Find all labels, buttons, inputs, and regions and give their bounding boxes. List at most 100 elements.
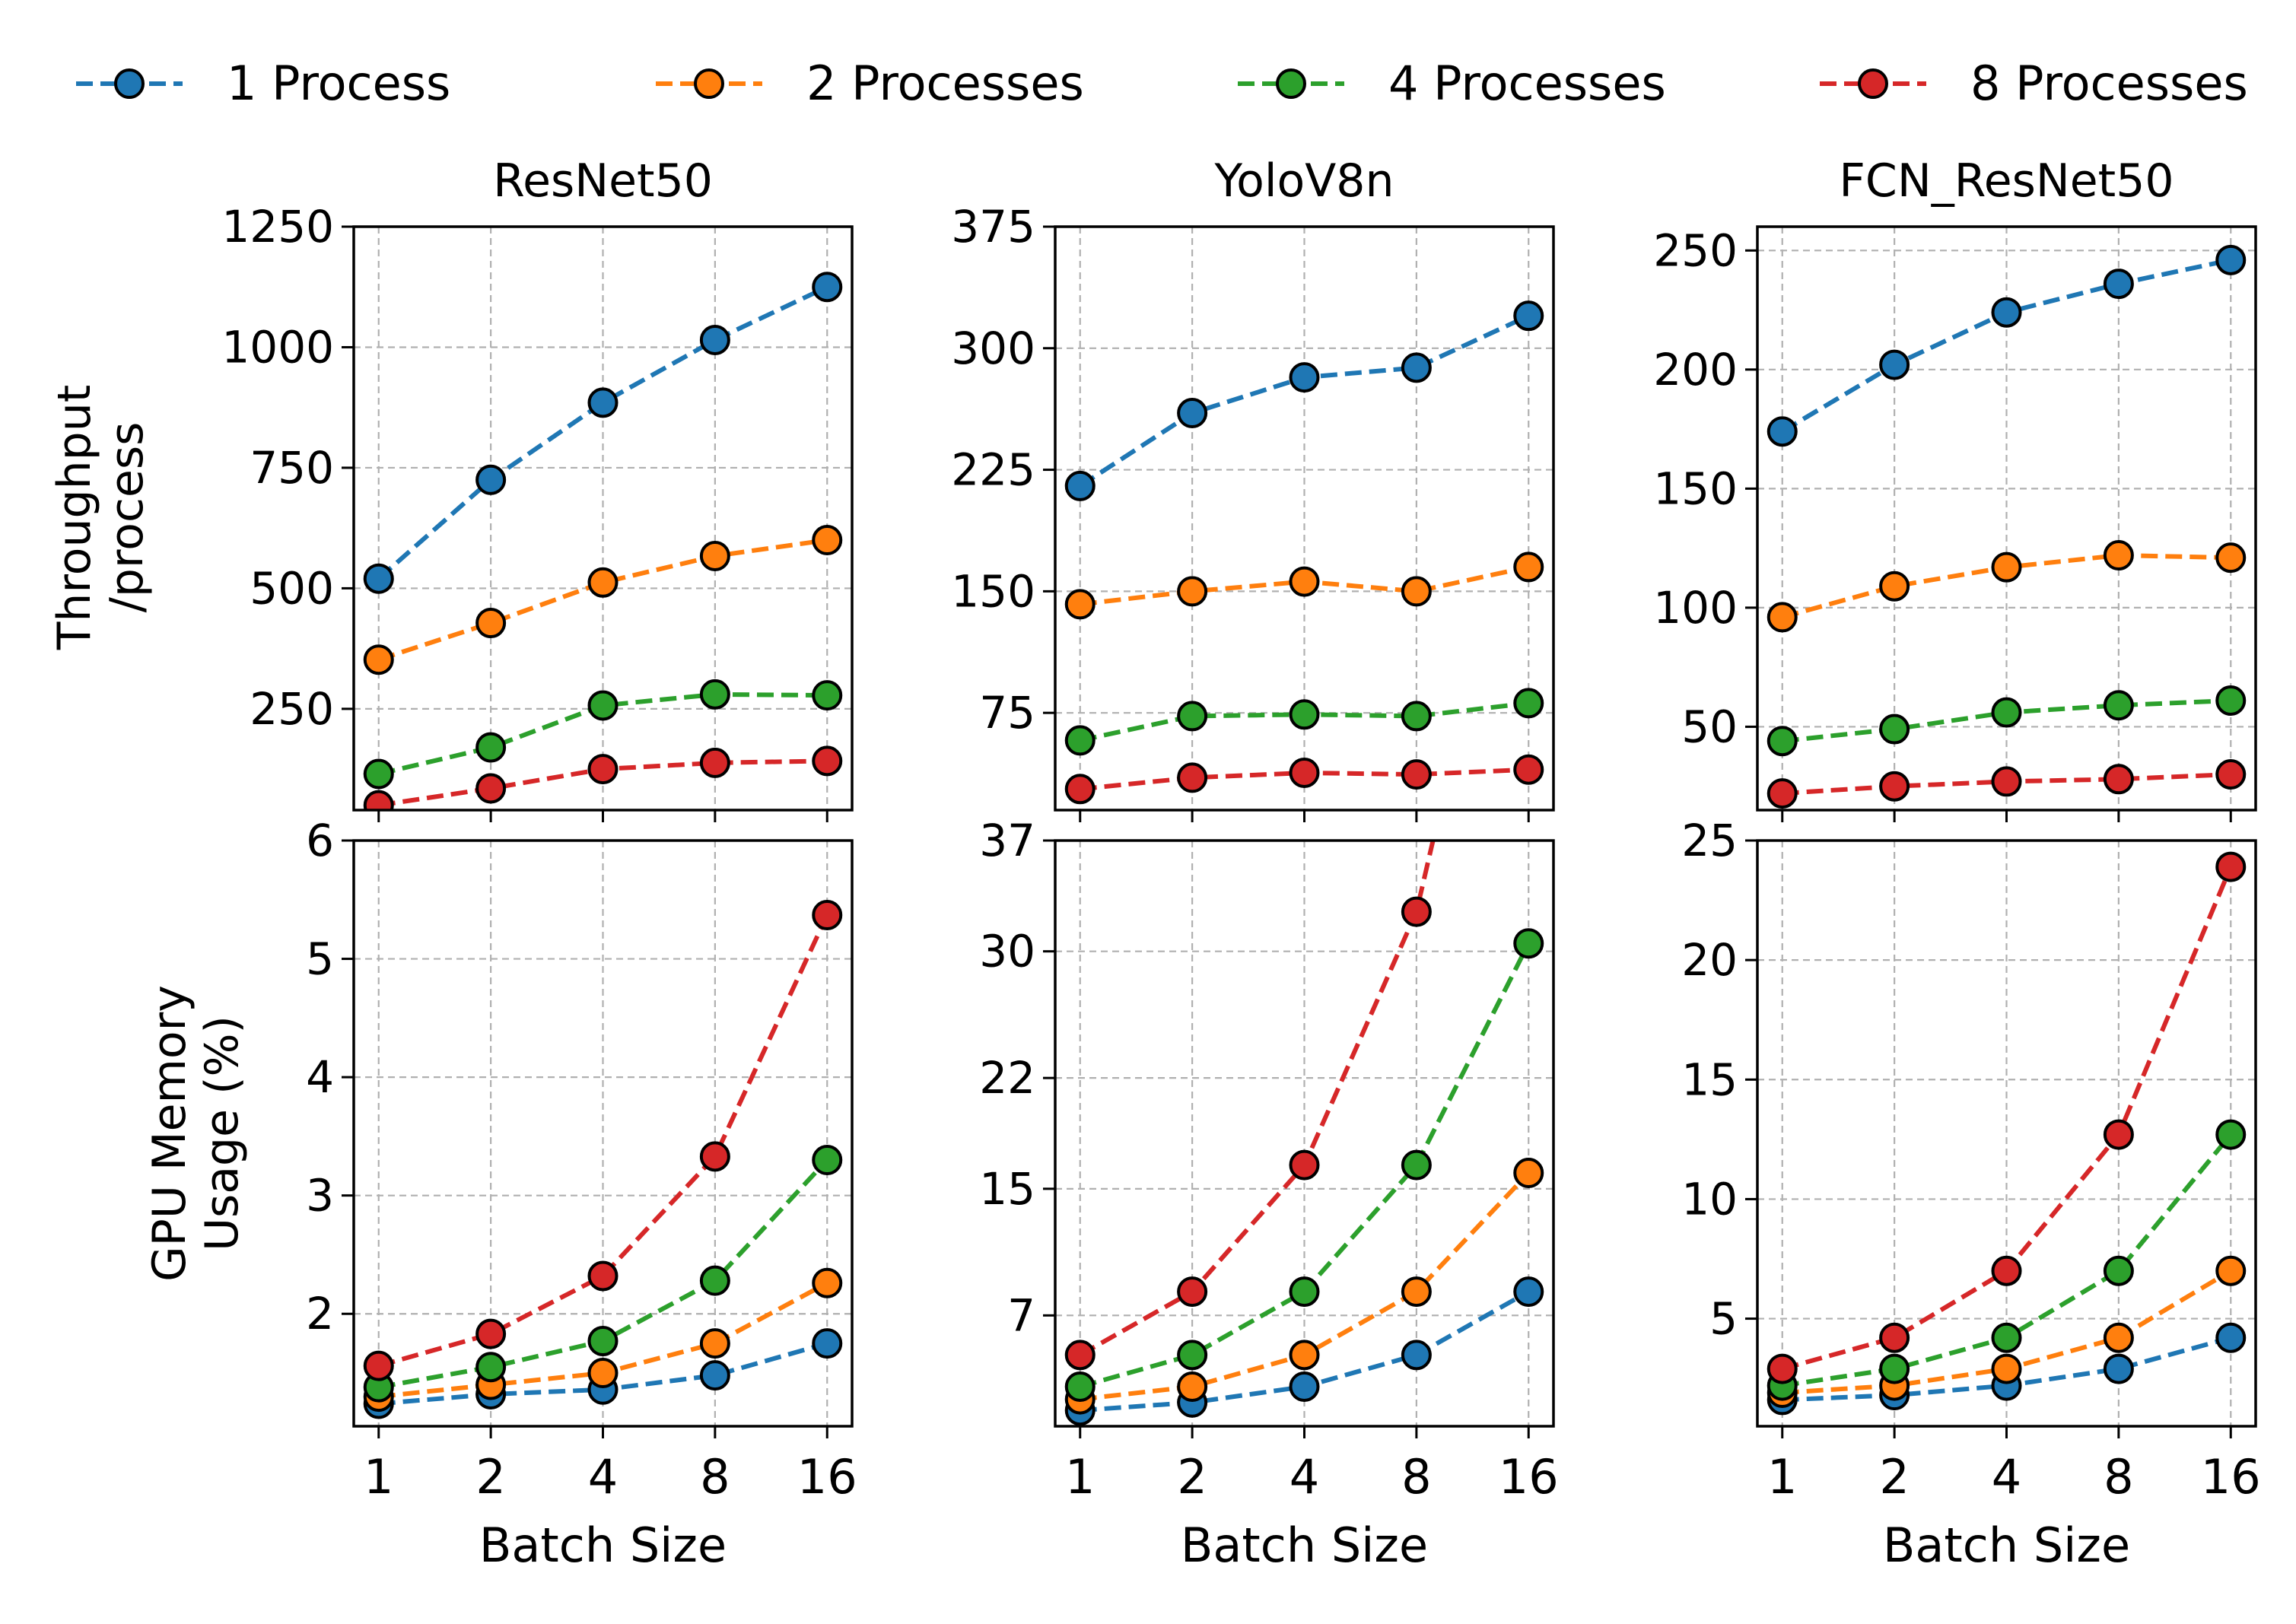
y-tick-label: 375 — [951, 201, 1035, 253]
data-point — [475, 1352, 507, 1383]
data-point — [1064, 774, 1096, 805]
data-point — [363, 1350, 394, 1381]
data-point — [1401, 1340, 1432, 1371]
data-point — [812, 900, 843, 930]
legend-label: 1 Process — [227, 56, 450, 111]
y-tick-label: 10 — [1681, 1173, 1738, 1225]
data-point — [363, 563, 394, 594]
y-tick-label: 750 — [250, 442, 334, 494]
data-point — [587, 754, 619, 785]
legend-item-1: 1 Process — [76, 56, 450, 111]
y-tick-label: 500 — [250, 562, 334, 614]
data-point — [1513, 1158, 1544, 1189]
y-tick-label: 150 — [951, 565, 1035, 617]
y-tick-label: 50 — [1681, 701, 1738, 752]
data-point — [363, 644, 394, 675]
y-tick-label: 250 — [250, 683, 334, 735]
y-tick-label: 100 — [1653, 582, 1738, 634]
x-tick-label: 8 — [700, 1449, 730, 1505]
data-point — [1177, 701, 1208, 732]
data-point — [812, 1145, 843, 1175]
data-point — [699, 679, 730, 710]
data-point — [475, 1318, 507, 1349]
x-tick-label: 8 — [2104, 1449, 2133, 1505]
series-line — [377, 538, 828, 663]
data-point — [1767, 1353, 1798, 1384]
data-point — [1991, 1353, 2022, 1384]
data-point — [1401, 896, 1432, 927]
data-point — [475, 608, 507, 639]
data-point — [1991, 1255, 2022, 1286]
data-point — [2215, 685, 2247, 716]
y-tick-label: 6 — [306, 815, 334, 866]
series-8-processes — [1064, 841, 1436, 1371]
data-point — [587, 1358, 619, 1388]
axes-frame — [1054, 839, 1555, 1428]
data-point — [812, 680, 843, 711]
x-axis-label: Batch Size — [479, 1518, 727, 1573]
data-point — [1289, 1276, 1320, 1308]
row-labels: Throughput/process GPU MemoryUsage (%) — [48, 385, 249, 1282]
series-line — [377, 914, 829, 1368]
data-point — [1879, 349, 1910, 380]
data-point — [1513, 551, 1544, 583]
data-point — [812, 1328, 843, 1359]
legend-label: 4 Processes — [1388, 56, 1666, 111]
data-point — [2103, 764, 2134, 795]
data-point — [1064, 589, 1096, 620]
throughput-axis-label: Throughput/process — [48, 385, 154, 651]
data-point — [1177, 398, 1208, 429]
memory-axis-label: GPU MemoryUsage (%) — [143, 985, 249, 1282]
data-point — [1401, 352, 1432, 383]
data-point — [2103, 1353, 2134, 1384]
data-point — [1767, 726, 1798, 757]
legend-label: 8 Processes — [1970, 56, 2248, 111]
y-tick-label: 37 — [979, 815, 1035, 866]
panel-4: 2 3 4 5 6 1 2 4 8 16 Batch Size — [306, 815, 857, 1573]
y-tick-label: 300 — [951, 323, 1035, 374]
y-tick-label: 150 — [1653, 462, 1738, 514]
data-point — [475, 732, 507, 763]
series-2-processes — [1767, 540, 2247, 633]
series-8-processes — [1064, 754, 1544, 805]
panel-5: 7 15 22 30 37 1 2 4 8 16 Batch Size — [979, 815, 1559, 1573]
y-tick-label: 25 — [1681, 815, 1738, 866]
y-tick-label: 7 — [1007, 1289, 1035, 1341]
y-tick-label: 15 — [1681, 1054, 1738, 1105]
data-point — [699, 324, 730, 355]
panel-3: 50 100 150 200 250 FCN_ResNet50 — [1653, 154, 2257, 822]
data-point — [2103, 540, 2134, 571]
data-point — [699, 1141, 730, 1172]
legend-marker — [1276, 68, 1306, 99]
data-point — [363, 758, 394, 790]
x-tick-label: 16 — [1499, 1449, 1559, 1505]
data-point — [1289, 699, 1320, 730]
data-point — [1289, 1340, 1320, 1371]
data-point — [1401, 576, 1432, 607]
series-8-processes — [1767, 759, 2247, 809]
data-point — [1513, 1276, 1544, 1308]
x-tick-label: 2 — [475, 1449, 505, 1505]
legend: 1 Process 2 Processes 4 Processes 8 Process… — [76, 56, 2248, 111]
data-point — [1401, 1276, 1432, 1308]
y-tick-label: 3 — [306, 1170, 334, 1222]
data-point — [1879, 1353, 1910, 1384]
x-tick-label: 2 — [1879, 1449, 1909, 1505]
data-point — [587, 1326, 619, 1356]
axes-frame — [1054, 225, 1555, 812]
y-tick-label: 1250 — [221, 201, 334, 253]
data-point — [1991, 766, 2022, 797]
x-tick-label: 16 — [2201, 1449, 2261, 1505]
data-point — [1513, 688, 1544, 719]
data-point — [2215, 1255, 2247, 1286]
y-tick-label: 15 — [979, 1163, 1035, 1215]
legend-marker — [1858, 68, 1888, 99]
data-point — [2103, 269, 2134, 300]
data-point — [2103, 690, 2134, 721]
data-point — [475, 773, 507, 804]
y-tick-label: 2 — [306, 1288, 334, 1340]
legend-marker — [114, 68, 145, 99]
data-point — [1064, 470, 1096, 501]
x-tick-label: 1 — [1065, 1449, 1095, 1505]
